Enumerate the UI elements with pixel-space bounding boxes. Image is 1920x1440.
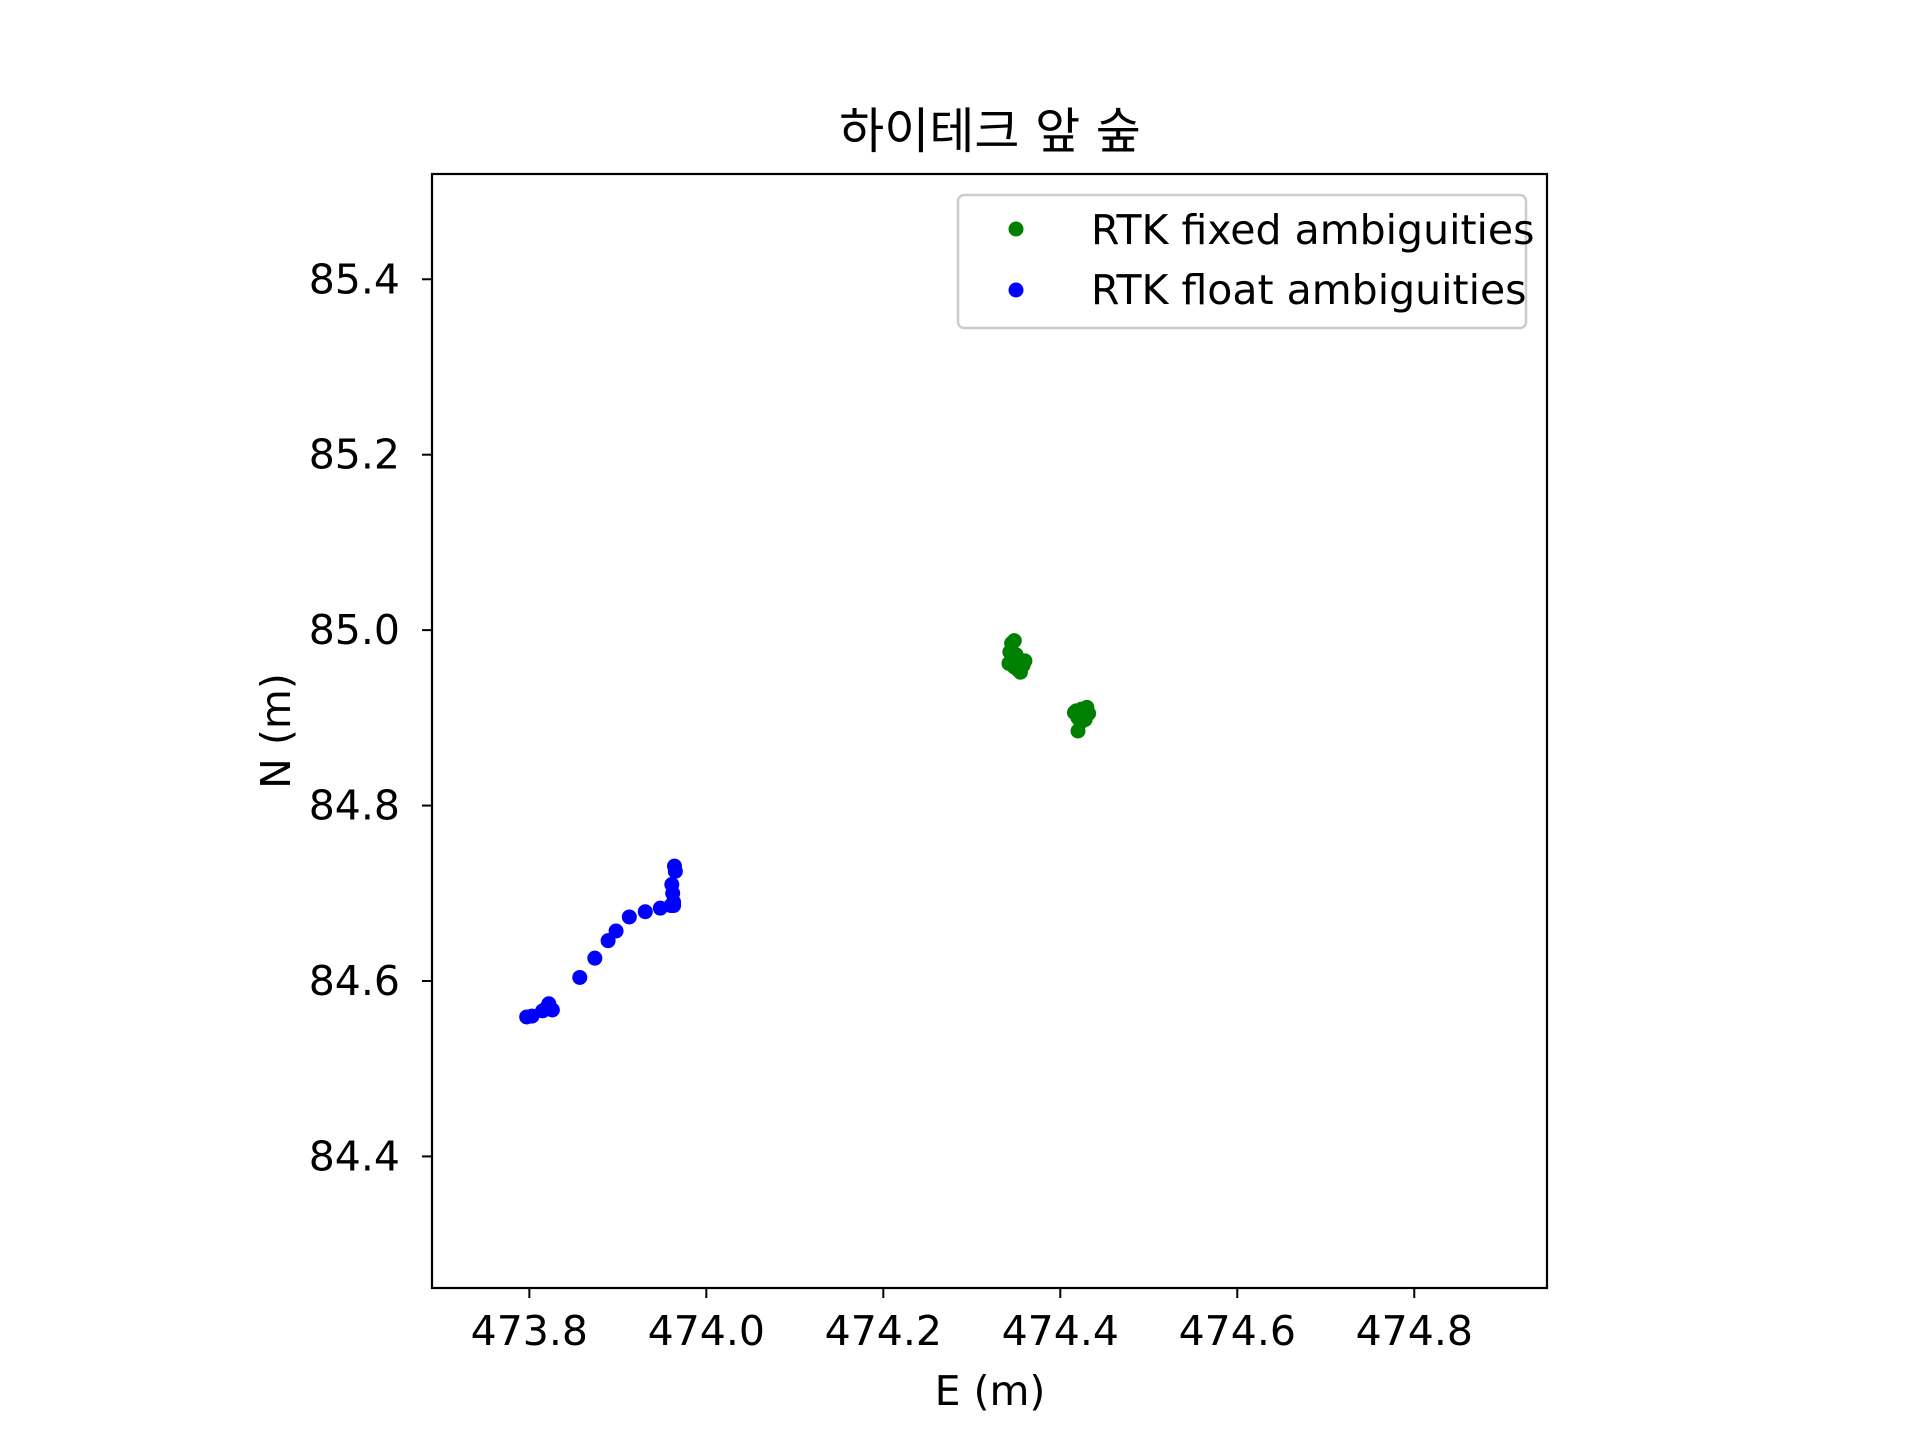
legend-marker-fixed xyxy=(1008,221,1024,237)
data-point xyxy=(1070,723,1086,739)
plot-frame xyxy=(430,172,1549,1290)
x-tick-label: 474.2 xyxy=(825,1307,942,1355)
y-tick-label: 84.6 xyxy=(309,957,400,1005)
x-tick-label: 473.8 xyxy=(471,1307,588,1355)
series-rtk-fixed xyxy=(1001,633,1097,739)
x-tick-label: 474.8 xyxy=(1356,1307,1473,1355)
legend: RTK fixed ambiguities RTK float ambiguit… xyxy=(956,193,1535,330)
y-tick-label: 85.4 xyxy=(309,255,400,303)
data-point xyxy=(621,909,637,925)
x-axis-label: E (m) xyxy=(935,1367,1046,1415)
x-tick-label: 474.6 xyxy=(1179,1307,1296,1355)
legend-label-fixed: RTK fixed ambiguities xyxy=(1091,206,1535,254)
data-point xyxy=(637,904,653,920)
data-point xyxy=(544,1002,560,1018)
data-point xyxy=(1006,633,1022,649)
data-point xyxy=(608,923,624,939)
y-tick-label: 84.4 xyxy=(309,1132,400,1180)
series-rtk-float xyxy=(519,858,683,1025)
x-tick-label: 474.0 xyxy=(648,1307,765,1355)
y-axis-label: N (m) xyxy=(252,673,300,789)
y-tick-label: 85.0 xyxy=(309,606,400,654)
x-tick-label: 474.4 xyxy=(1002,1307,1119,1355)
data-point xyxy=(1066,705,1082,721)
data-point xyxy=(1011,655,1027,671)
data-point xyxy=(666,898,682,914)
plot-area: 473.8 474.0 474.2 474.4 474.6 474.8 84.484.68… xyxy=(309,172,1549,1355)
x-axis-ticks: 473.8 474.0 474.2 474.4 474.6 474.8 xyxy=(471,1288,1473,1355)
data-point xyxy=(664,877,680,893)
y-tick-label: 84.8 xyxy=(309,782,400,830)
data-point xyxy=(587,950,603,966)
scatter-points xyxy=(519,633,1097,1025)
chart-title: 하이테크 앞 숲 xyxy=(839,103,1141,160)
data-point xyxy=(572,969,588,985)
legend-label-float: RTK float ambiguities xyxy=(1091,266,1527,314)
data-point xyxy=(1079,703,1095,719)
data-point xyxy=(666,858,682,874)
y-axis-ticks: 84.4 84.6 84.8 85.0 85.2 85.4 xyxy=(309,255,432,1180)
legend-marker-float xyxy=(1008,282,1024,298)
y-tick-label: 85.2 xyxy=(309,431,400,479)
legend-frame xyxy=(956,193,1528,330)
